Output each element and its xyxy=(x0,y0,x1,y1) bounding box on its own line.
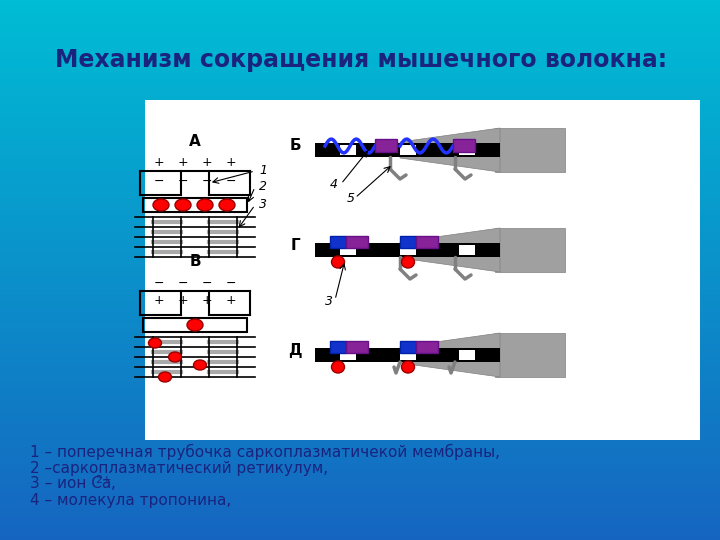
Bar xyxy=(495,128,565,172)
Bar xyxy=(143,198,247,212)
Polygon shape xyxy=(400,333,500,377)
Text: +: + xyxy=(202,157,212,170)
Ellipse shape xyxy=(331,361,344,373)
Bar xyxy=(495,228,565,272)
Polygon shape xyxy=(400,128,500,172)
Ellipse shape xyxy=(402,361,415,373)
Text: +: + xyxy=(178,294,189,307)
Text: Б: Б xyxy=(289,138,301,152)
Text: +: + xyxy=(202,294,212,307)
Ellipse shape xyxy=(148,338,161,348)
Text: 2 –саркоплазматический ретикулум,: 2 –саркоплазматический ретикулум, xyxy=(30,461,328,476)
Ellipse shape xyxy=(402,256,415,268)
Bar xyxy=(341,245,356,255)
Bar xyxy=(400,236,416,248)
Ellipse shape xyxy=(194,360,207,370)
Text: 3: 3 xyxy=(259,199,267,212)
Text: 5: 5 xyxy=(347,192,355,205)
Text: +: + xyxy=(153,294,164,307)
Bar xyxy=(459,245,474,255)
Bar xyxy=(145,100,700,440)
Text: −: − xyxy=(178,174,188,187)
Ellipse shape xyxy=(153,199,169,211)
Bar xyxy=(143,318,247,332)
Bar xyxy=(400,350,415,360)
Ellipse shape xyxy=(168,352,181,362)
Text: −: − xyxy=(202,174,212,187)
Text: +: + xyxy=(153,157,164,170)
Bar xyxy=(459,350,474,360)
Text: −: − xyxy=(154,276,164,289)
Bar xyxy=(400,341,416,353)
Bar xyxy=(315,348,500,362)
Bar xyxy=(416,341,438,353)
Text: А: А xyxy=(189,134,201,149)
Text: 4 – молекула тропонина,: 4 – молекула тропонина, xyxy=(30,492,231,508)
Polygon shape xyxy=(400,228,500,272)
Bar xyxy=(346,341,368,353)
Text: Г: Г xyxy=(290,238,300,253)
Text: −: − xyxy=(202,276,212,289)
Text: 3: 3 xyxy=(325,295,333,308)
Bar xyxy=(459,145,474,155)
Bar xyxy=(346,236,368,248)
Text: −: − xyxy=(226,276,236,289)
Bar xyxy=(315,143,500,157)
Bar xyxy=(495,333,565,377)
Text: 1 – поперечная трубочка саркоплазматичекой мембраны,: 1 – поперечная трубочка саркоплазматичек… xyxy=(30,444,500,460)
Ellipse shape xyxy=(219,199,235,211)
Text: Механизм сокращения мышечного волокна:: Механизм сокращения мышечного волокна: xyxy=(55,48,667,72)
Ellipse shape xyxy=(187,319,203,331)
Text: 2: 2 xyxy=(259,180,267,193)
Text: −: − xyxy=(154,174,164,187)
Bar xyxy=(453,139,475,152)
Bar xyxy=(400,245,415,255)
Text: В: В xyxy=(189,254,201,269)
Text: −: − xyxy=(178,276,188,289)
Text: 4: 4 xyxy=(330,178,338,191)
Ellipse shape xyxy=(158,372,171,382)
Bar xyxy=(330,341,346,353)
Bar xyxy=(400,145,415,155)
Bar xyxy=(341,145,356,155)
Ellipse shape xyxy=(175,199,191,211)
Text: +: + xyxy=(225,294,236,307)
Ellipse shape xyxy=(197,199,213,211)
Text: 3 – ион Ca: 3 – ион Ca xyxy=(30,476,112,491)
Bar xyxy=(375,139,397,152)
Bar xyxy=(416,236,438,248)
Text: Д: Д xyxy=(288,342,302,357)
Text: 2+: 2+ xyxy=(95,475,112,485)
Bar xyxy=(341,350,356,360)
Bar xyxy=(315,243,500,257)
Text: −: − xyxy=(226,174,236,187)
Bar xyxy=(330,236,346,248)
Text: +: + xyxy=(178,157,189,170)
Text: ,: , xyxy=(111,476,116,491)
Ellipse shape xyxy=(331,256,344,268)
Text: 1: 1 xyxy=(259,165,267,178)
Text: +: + xyxy=(225,157,236,170)
